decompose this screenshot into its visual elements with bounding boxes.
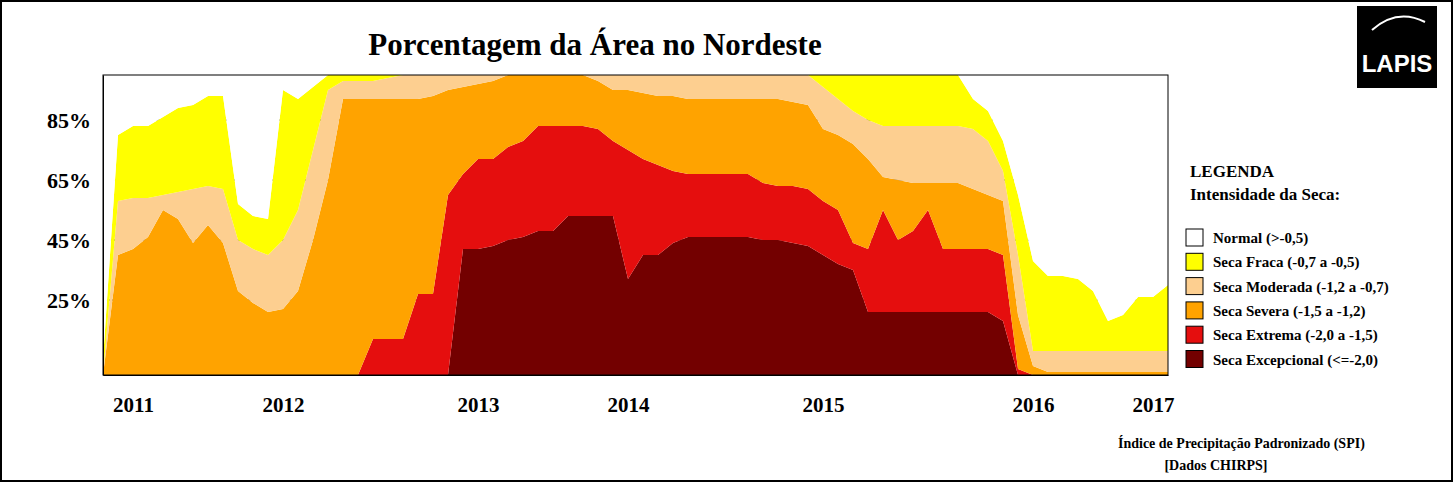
legend-title: LEGENDA (1190, 162, 1275, 181)
y-axis: 25% 45% 65% 85% (47, 76, 104, 376)
legend-swatch (1186, 229, 1203, 246)
x-tick-label: 2011 (113, 393, 154, 417)
x-tick: 2016 (1013, 393, 1055, 417)
area-layer (103, 75, 1168, 360)
y-tick: 65% (47, 168, 91, 193)
page-frame (1, 1, 1452, 481)
area-layer (103, 75, 1168, 375)
chart-title: Porcentagem da Área no Nordeste (368, 27, 821, 62)
x-tick-label: 2016 (1013, 393, 1055, 417)
y-tick-label: 65% (47, 168, 91, 193)
area-layer (103, 75, 1168, 375)
legend-swatch (1186, 302, 1203, 319)
chart: Porcentagem da Área no Nordeste 25% 45% 65%… (0, 0, 1453, 482)
y-tick-label: 85% (47, 108, 91, 133)
legend-swatch (1186, 351, 1203, 368)
y-tick: 45% (47, 228, 91, 253)
y-tick-label: 25% (47, 288, 91, 313)
logo-text: LAPIS (1362, 50, 1433, 77)
area-layer (103, 75, 1168, 375)
x-tick: 2012 (263, 393, 305, 417)
x-tick-label: 2012 (263, 393, 305, 417)
legend-label: Seca Extrema (-2,0 a -1,5) (1213, 327, 1378, 344)
legend-label: Seca Moderada (-1,2 a -0,7) (1213, 279, 1389, 296)
x-tick-label: 2017 (1133, 393, 1175, 417)
logo: LAPIS (1357, 6, 1437, 88)
legend-label: Normal (>-0,5) (1213, 230, 1308, 247)
y-tick: 85% (47, 108, 91, 133)
x-tick: 2011 (113, 393, 154, 417)
legend-item: Seca Fraca (-0,7 a -0,5) (1186, 253, 1360, 271)
legend-item: Seca Extrema (-2,0 a -1,5) (1186, 326, 1378, 344)
legend-item: Seca Moderada (-1,2 a -0,7) (1186, 278, 1389, 296)
legend-item: Seca Severa (-1,5 a -1,2) (1186, 302, 1365, 320)
legend-item: Seca Excepcional (<=-2,0) (1186, 351, 1378, 369)
legend-swatch (1186, 253, 1203, 270)
y-tick-label: 45% (47, 228, 91, 253)
legend-subtitle: Intensidade da Seca: (1190, 185, 1340, 204)
legend: LEGENDA Intensidade da Seca: Normal (>-0,5… (1186, 162, 1389, 369)
legend-label: Seca Excepcional (<=-2,0) (1213, 352, 1378, 369)
legend-swatch (1186, 326, 1203, 343)
x-tick-label: 2014 (608, 393, 651, 417)
x-tick-label: 2015 (803, 393, 845, 417)
areas (103, 75, 1168, 375)
x-tick: 2014 (608, 393, 651, 417)
y-tick: 25% (47, 288, 91, 313)
x-axis: 2011 2012 2013 2014 2015 2016 2017 (104, 376, 1175, 417)
plot-frame (103, 75, 1168, 375)
source-note: Índice de Precipitação Padronizado (SPI) (1118, 435, 1365, 452)
legend-swatch (1186, 278, 1203, 295)
source-note: [Dados CHIRPS] (1164, 458, 1267, 473)
x-axis-line (104, 375, 1169, 376)
logo-arc (1372, 17, 1425, 30)
legend-item: Normal (>-0,5) (1186, 229, 1308, 247)
x-tick: 2017 (1133, 393, 1175, 417)
x-tick: 2015 (803, 393, 845, 417)
x-tick-label: 2013 (458, 393, 500, 417)
logo-box (1357, 6, 1437, 88)
x-tick: 2013 (458, 393, 500, 417)
legend-label: Seca Fraca (-0,7 a -0,5) (1213, 254, 1360, 271)
y-axis-line (103, 76, 104, 376)
legend-label: Seca Severa (-1,5 a -1,2) (1213, 303, 1365, 320)
